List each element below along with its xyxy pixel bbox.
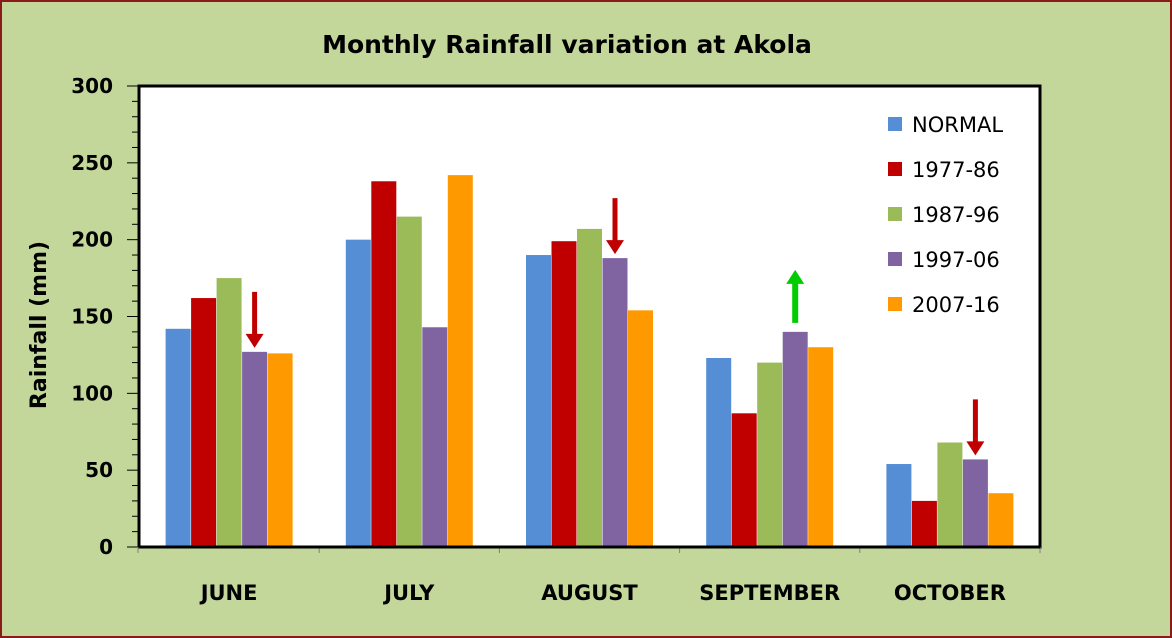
x-category-label: AUGUST: [541, 581, 638, 605]
bar: [628, 310, 653, 547]
legend-swatch: [888, 117, 902, 131]
y-tick-label: 100: [71, 381, 113, 405]
bar: [396, 216, 422, 547]
bar: [782, 331, 808, 547]
bar: [371, 181, 397, 548]
bar: [191, 298, 217, 547]
y-tick-label: 150: [71, 305, 113, 329]
y-tick-label: 300: [71, 74, 113, 98]
bar: [988, 493, 1014, 547]
bar: [422, 327, 448, 547]
bar: [937, 442, 963, 547]
bar: [447, 175, 473, 548]
legend-label: 1987-96: [912, 203, 1000, 227]
bar: [345, 239, 371, 547]
legend-label: 1997-06: [912, 248, 1000, 272]
bar: [911, 500, 937, 547]
legend-swatch: [888, 297, 902, 311]
legend-label: 2007-16: [912, 293, 1000, 317]
x-category-label: JUNE: [199, 581, 258, 605]
bar: [577, 228, 602, 547]
bar: [731, 413, 757, 547]
bar: [267, 353, 293, 547]
y-tick-label: 250: [71, 151, 113, 175]
bar: [242, 351, 268, 547]
y-tick-label: 200: [71, 228, 113, 252]
bar: [808, 347, 834, 547]
chart-title: Monthly Rainfall variation at Akola: [322, 30, 812, 59]
bar: [216, 278, 242, 547]
bar: [526, 255, 551, 548]
x-category-label: JULY: [382, 581, 435, 605]
x-category-label: OCTOBER: [894, 581, 1006, 605]
bar: [757, 362, 783, 547]
legend-label: 1977-86: [912, 158, 1000, 182]
x-category-label: SEPTEMBER: [699, 581, 840, 605]
bar: [551, 241, 577, 547]
y-tick-label: 0: [99, 535, 113, 559]
legend-swatch: [888, 252, 902, 266]
legend-label: NORMAL: [912, 113, 1003, 137]
bar: [165, 328, 191, 547]
bar: [886, 464, 912, 547]
arrow-down-icon-head: [966, 441, 985, 456]
arrow-down-icon-head: [606, 240, 624, 255]
bar: [706, 357, 732, 547]
bar: [602, 258, 628, 547]
y-tick-label: 50: [85, 458, 113, 482]
arrow-down-icon-head: [245, 333, 264, 348]
arrow-up-icon-head: [786, 269, 805, 284]
legend-swatch: [888, 162, 902, 176]
legend-swatch: [888, 207, 902, 221]
bar: [962, 459, 988, 547]
